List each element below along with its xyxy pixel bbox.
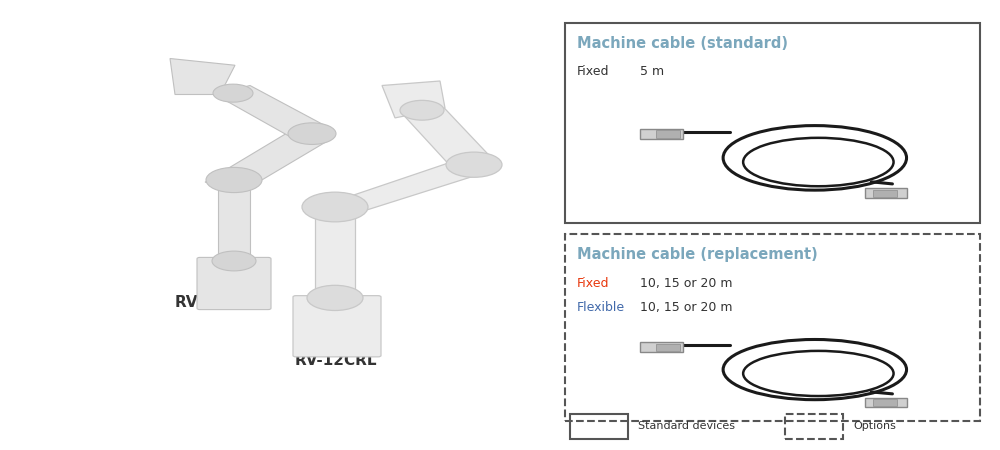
Circle shape	[302, 192, 368, 222]
Circle shape	[307, 285, 363, 310]
Polygon shape	[315, 209, 355, 302]
Text: 10, 15 or 20 m: 10, 15 or 20 m	[640, 277, 732, 290]
FancyBboxPatch shape	[197, 257, 271, 310]
FancyBboxPatch shape	[656, 344, 680, 351]
Bar	[565, 234, 980, 421]
Circle shape	[213, 84, 253, 102]
Bar	[565, 22, 980, 223]
Text: Machine cable (replacement): Machine cable (replacement)	[577, 248, 818, 262]
Text: RV-12CRL: RV-12CRL	[295, 353, 378, 368]
Text: 5 m: 5 m	[640, 65, 664, 78]
Text: 10, 15 or 20 m: 10, 15 or 20 m	[640, 301, 732, 314]
Polygon shape	[218, 182, 250, 263]
Polygon shape	[382, 81, 445, 118]
Circle shape	[206, 167, 262, 193]
FancyBboxPatch shape	[640, 129, 683, 139]
FancyBboxPatch shape	[293, 296, 381, 357]
Circle shape	[446, 152, 502, 177]
Circle shape	[288, 123, 336, 144]
Polygon shape	[402, 104, 492, 171]
Bar	[570, 414, 628, 439]
Polygon shape	[205, 128, 330, 182]
FancyBboxPatch shape	[865, 398, 907, 407]
Text: Flexible: Flexible	[577, 301, 625, 314]
Text: Options: Options	[853, 421, 896, 432]
Text: Machine cable (standard): Machine cable (standard)	[577, 36, 788, 51]
FancyBboxPatch shape	[873, 399, 897, 406]
Polygon shape	[170, 58, 235, 94]
FancyBboxPatch shape	[873, 189, 897, 197]
Circle shape	[212, 251, 256, 271]
Polygon shape	[215, 86, 330, 140]
Text: RV-8CRL: RV-8CRL	[175, 295, 247, 310]
FancyBboxPatch shape	[656, 130, 680, 138]
Polygon shape	[305, 160, 490, 212]
Text: Fixed: Fixed	[577, 277, 610, 290]
Bar	[785, 414, 843, 439]
Circle shape	[400, 100, 444, 120]
Text: Standard devices: Standard devices	[638, 421, 735, 432]
FancyBboxPatch shape	[865, 188, 907, 198]
FancyBboxPatch shape	[640, 342, 683, 352]
Text: Fixed: Fixed	[577, 65, 610, 78]
